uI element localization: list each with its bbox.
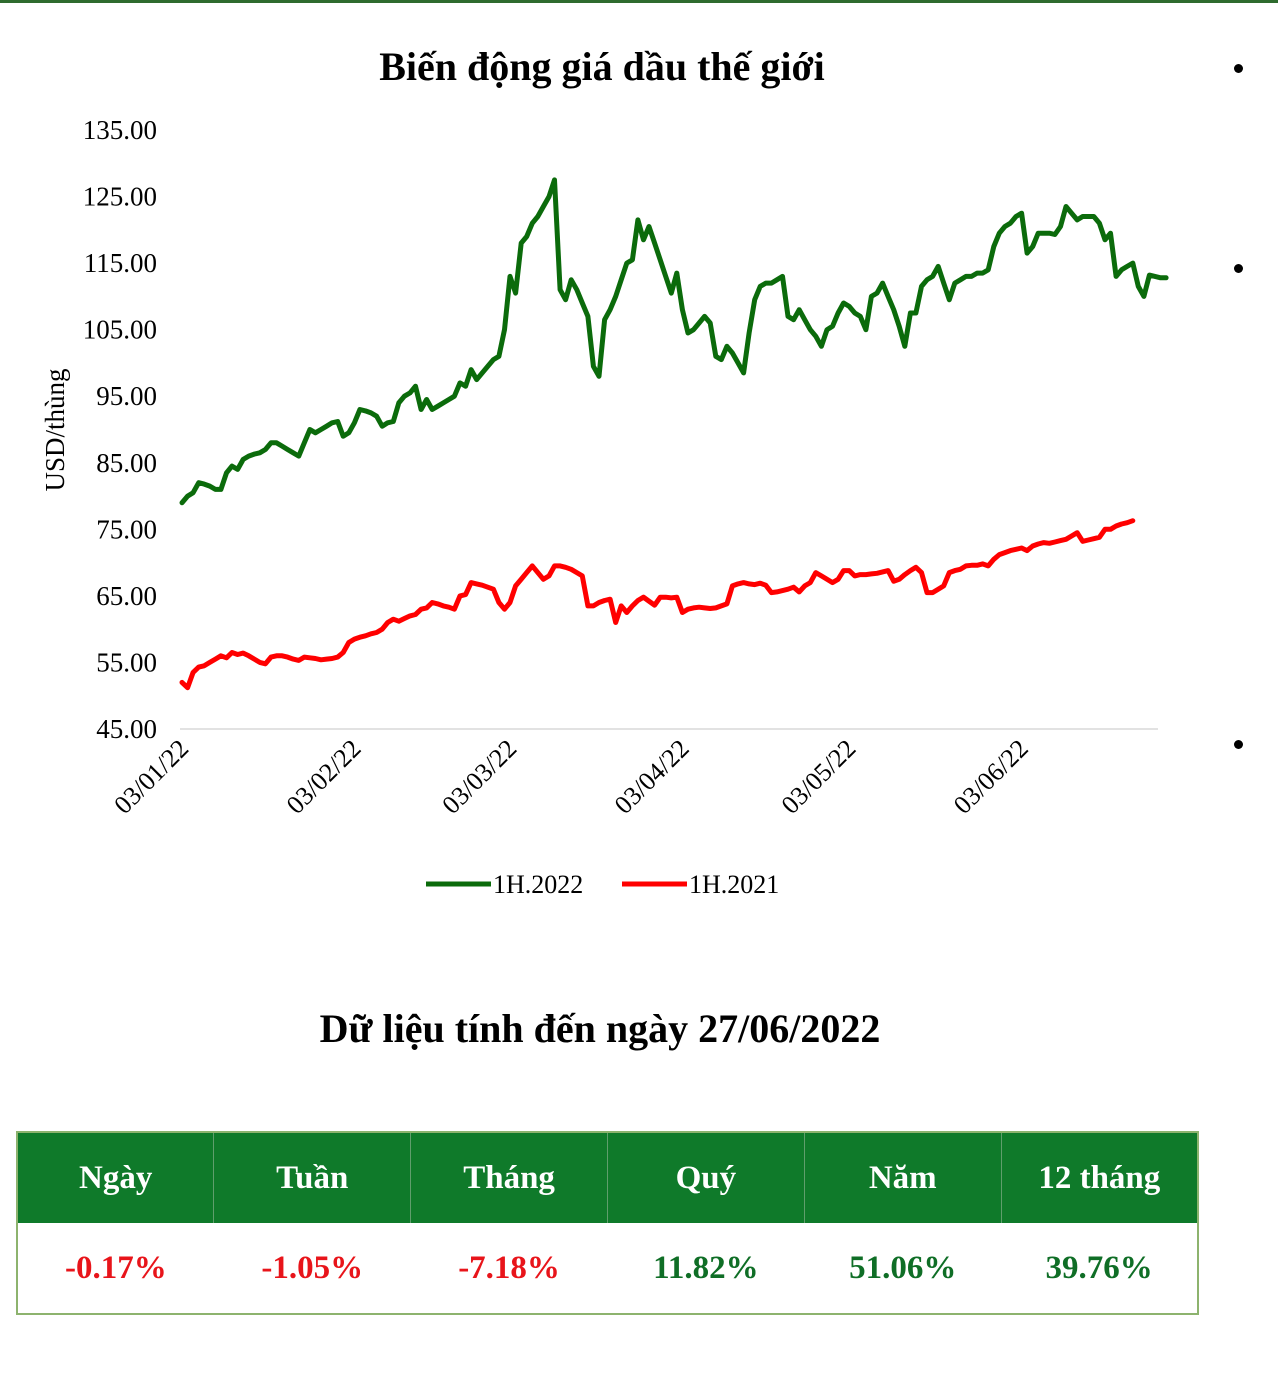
header-week: Tuần: [213, 1132, 412, 1223]
y-axis-label: USD/thùng: [40, 368, 70, 491]
change-table: Ngày Tuần Tháng Quý Năm 12 tháng -0.17% …: [16, 1131, 1199, 1315]
y-tick-label: 95.00: [96, 381, 157, 411]
legend-label: 1H.2021: [689, 870, 779, 899]
y-tick-label: 45.00: [96, 714, 157, 744]
oil-price-chart: Biến động giá dầu thế giới USD/thùng 135…: [40, 44, 1169, 899]
y-tick-label: 105.00: [83, 315, 157, 345]
chart-title: Biến động giá dầu thế giới: [379, 44, 825, 89]
y-tick-label: 125.00: [83, 182, 157, 212]
header-month: Tháng: [410, 1132, 608, 1223]
bullet-dot: [1234, 740, 1243, 749]
value-year: 51.06%: [804, 1223, 1002, 1314]
value-day: -0.17%: [17, 1223, 214, 1314]
y-tick-label: 115.00: [84, 248, 157, 278]
header-12-months: 12 tháng: [1000, 1132, 1199, 1223]
x-tick-label: 03/01/22: [108, 734, 194, 820]
x-tick-label: 03/03/22: [436, 734, 522, 820]
value-12-months: 39.76%: [1001, 1223, 1198, 1314]
x-tick-label: 03/04/22: [609, 734, 695, 820]
header-year: Năm: [803, 1132, 1002, 1223]
x-tick-label: 03/02/22: [281, 734, 367, 820]
x-tick-label: 03/06/22: [948, 734, 1034, 820]
bullet-dot: [1234, 64, 1243, 73]
legend: 1H.2022 1H.2021: [426, 870, 779, 899]
header-quarter: Quý: [606, 1132, 805, 1223]
y-tick-label: 55.00: [96, 647, 157, 677]
y-tick-label: 75.00: [96, 514, 157, 544]
series-line-1H.2022: [179, 177, 1169, 506]
header-day: Ngày: [16, 1132, 215, 1223]
value-quarter: 11.82%: [607, 1223, 805, 1314]
data-date-heading: Dữ liệu tính đến ngày 27/06/2022: [319, 1006, 881, 1051]
y-tick-label: 85.00: [96, 448, 157, 478]
value-week: -1.05%: [213, 1223, 411, 1314]
top-rule: [0, 0, 1278, 3]
table-header-row: Ngày Tuần Tháng Quý Năm 12 tháng: [16, 1132, 1199, 1223]
value-month: -7.18%: [410, 1223, 608, 1314]
y-tick-label: 135.00: [83, 115, 157, 145]
y-tick-labels: 135.00 125.00 115.00 105.00 95.00 85.00 75.00 6…: [83, 115, 157, 744]
table-row: -0.17% -1.05% -7.18% 11.82% 51.06% 39.76…: [17, 1223, 1198, 1314]
x-tick-labels: 03/01/22 03/02/22 03/03/22 03/04/22 03/05/22…: [108, 734, 1033, 820]
x-tick-label: 03/05/22: [776, 734, 862, 820]
bullet-dot: [1234, 264, 1243, 273]
y-tick-label: 65.00: [96, 581, 157, 611]
series-lines: [179, 177, 1169, 691]
series-line-1H.2021: [179, 518, 1136, 691]
legend-label: 1H.2022: [493, 870, 583, 899]
